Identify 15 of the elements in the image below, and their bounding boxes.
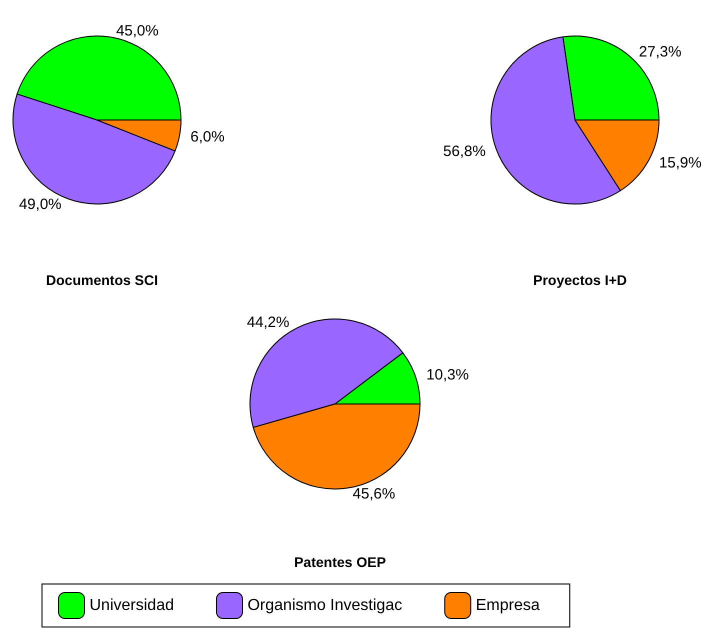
data-label: 10,3% bbox=[426, 366, 469, 384]
text: Patentes OEP bbox=[294, 554, 386, 570]
data-label: 44,2% bbox=[246, 314, 290, 332]
data-label: 6,0% bbox=[190, 128, 225, 146]
text: Documentos SCI bbox=[46, 272, 158, 288]
legend-label: Empresa bbox=[476, 597, 540, 614]
data-label: 56,8% bbox=[443, 143, 486, 160]
data-label: 15,9% bbox=[659, 154, 702, 172]
text: Proyectos I+D bbox=[533, 272, 627, 288]
legend-label: Organismo Investigac bbox=[247, 597, 402, 614]
data-label: 49,0% bbox=[18, 196, 62, 214]
data-label: 27,3% bbox=[638, 43, 682, 60]
data-label: 45,6% bbox=[352, 486, 396, 503]
legend-label: Universidad bbox=[90, 597, 174, 614]
data-label: 45,0% bbox=[116, 22, 159, 40]
